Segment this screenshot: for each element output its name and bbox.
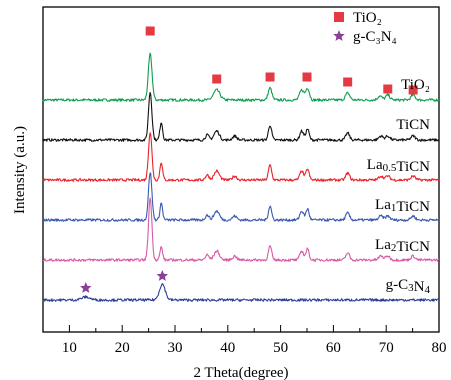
x-tick-label: 50	[273, 340, 288, 356]
series-line	[42, 132, 440, 182]
legend: TiO₂ g-C₃N₄	[333, 10, 397, 45]
legend-entry-label: g-C₃N₄	[353, 29, 397, 45]
x-axis-label: 2 Theta(degree)	[193, 365, 288, 380]
tio2-peak-marker	[343, 77, 353, 87]
gcn-peak-marker	[80, 282, 92, 293]
series-labels: TiO₂ TiCN La0.5TiCN La1TiCN La2TiCN g-C3N4	[367, 77, 431, 296]
curves	[42, 52, 440, 302]
x-axis-ticks: 10 20 30 40 50 60 70 80	[42, 325, 447, 356]
series-label: La1TiCN	[375, 197, 430, 215]
tio2-peak-marker	[302, 72, 312, 82]
series-line	[42, 172, 440, 222]
plot-frame	[42, 6, 440, 333]
series-line	[42, 92, 440, 142]
series-line	[42, 283, 440, 302]
series-label: TiO₂	[401, 77, 430, 93]
legend-entry-label: TiO₂	[353, 10, 382, 26]
tio2-peak-marker	[212, 74, 222, 84]
series-line	[42, 52, 440, 102]
series-label: g-C3N4	[386, 277, 431, 296]
x-tick-label: 80	[432, 340, 447, 356]
peak-markers	[80, 26, 418, 293]
x-tick-label: 70	[379, 340, 394, 356]
x-tick-label: 20	[115, 340, 130, 356]
series-label: La2TiCN	[375, 237, 430, 255]
tio2-peak-marker	[408, 85, 418, 95]
series-label: La0.5TiCN	[367, 157, 430, 175]
x-tick-label: 40	[220, 340, 235, 356]
x-tick-label: 10	[62, 340, 77, 356]
legend-square-marker	[334, 12, 344, 22]
tio2-peak-marker	[383, 84, 393, 94]
gcn-peak-marker	[156, 270, 169, 281]
series-label: TiCN	[396, 117, 430, 133]
tio2-peak-marker	[145, 26, 155, 36]
y-axis-label: Intensity (a.u.)	[12, 126, 28, 214]
x-tick-label: 30	[168, 340, 183, 356]
legend-star-marker	[333, 30, 345, 41]
tio2-peak-marker	[265, 72, 275, 82]
series-line	[42, 197, 440, 262]
x-tick-label: 60	[326, 340, 341, 356]
